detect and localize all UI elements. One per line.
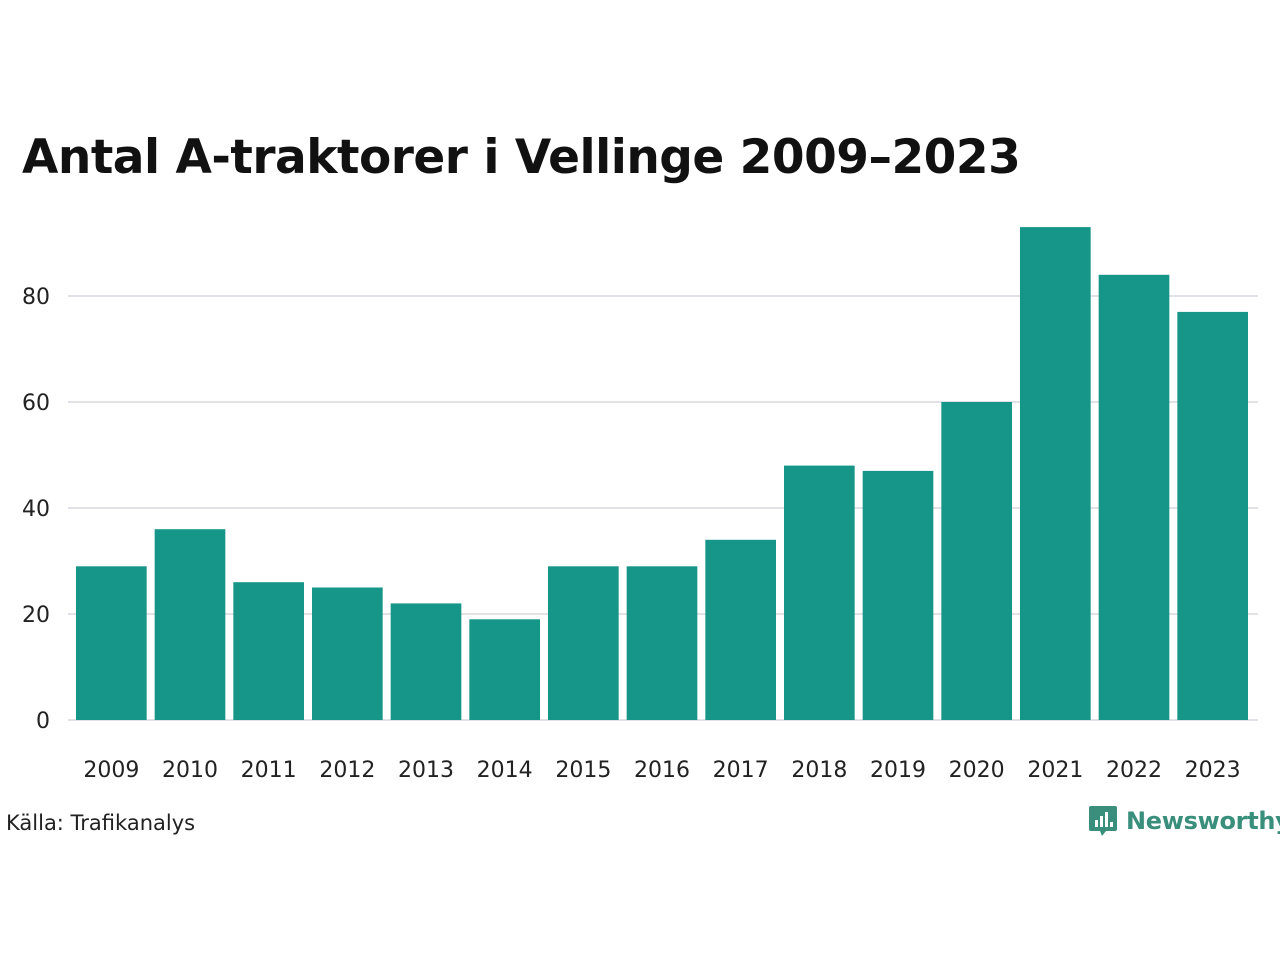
x-tick-label: 2009 [83, 758, 139, 783]
x-tick-label: 2015 [555, 758, 611, 783]
bar-2014 [469, 619, 540, 720]
bar-2012 [312, 587, 383, 720]
x-tick-label: 2010 [162, 758, 218, 783]
source-note: Källa: Trafikanalys [6, 811, 196, 835]
x-tick-label: 2013 [398, 758, 454, 783]
bar-2021 [1020, 227, 1091, 720]
y-tick-label: 0 [36, 709, 50, 734]
x-tick-label: 2019 [870, 758, 926, 783]
bar-2023 [1177, 311, 1248, 720]
bar-2013 [390, 603, 462, 720]
bar-2015 [548, 566, 619, 720]
y-tick-label: 80 [22, 285, 50, 310]
bar-2016 [626, 566, 698, 720]
bar-2009 [76, 566, 147, 720]
bar-2018 [784, 465, 855, 720]
y-tick-label: 20 [22, 603, 50, 628]
y-tick-label: 40 [22, 497, 50, 522]
bar-2020 [941, 402, 1012, 720]
y-tick-label: 60 [22, 391, 50, 416]
x-tick-label: 2021 [1027, 758, 1083, 783]
x-tick-label: 2018 [791, 758, 847, 783]
x-tick-label: 2011 [241, 758, 297, 783]
x-tick-label: 2020 [949, 758, 1005, 783]
x-tick-label: 2017 [713, 758, 769, 783]
x-tick-label: 2016 [634, 758, 690, 783]
x-tick-label: 2022 [1106, 758, 1162, 783]
x-tick-label: 2014 [477, 758, 533, 783]
x-tick-label: 2023 [1185, 758, 1241, 783]
bar-2022 [1098, 274, 1170, 720]
brand: Newsworthy [1088, 804, 1280, 838]
x-axis-ticks: 2009 2010 2011 2012 2013 2014 2015 2016 2017 2018… [83, 758, 1240, 783]
y-axis-ticks: 0 20 40 60 80 [22, 285, 50, 734]
bar-2011 [233, 582, 304, 720]
bar-2017 [705, 539, 776, 720]
chart-title: Antal A-traktorer i Vellinge 2009–2023 [22, 130, 1021, 185]
x-tick-label: 2012 [319, 758, 375, 783]
bars [76, 227, 1248, 720]
bar-2019 [862, 470, 934, 720]
brand-name: Newsworthy [1126, 807, 1280, 835]
newsworthy-logo-icon [1089, 806, 1117, 836]
bar-2010 [154, 529, 226, 720]
